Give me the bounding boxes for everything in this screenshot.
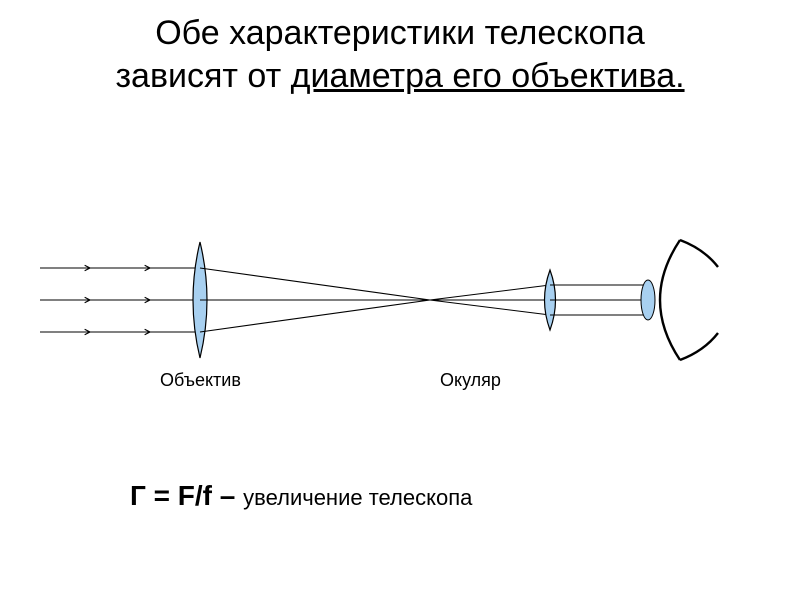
formula-symbol: Г	[130, 480, 146, 511]
optics-diagram: Объектив Окуляр	[0, 200, 800, 400]
magnification-formula: Г = F/f – увеличение телескопа	[130, 480, 472, 512]
objective-label: Объектив	[160, 370, 241, 391]
optics-svg	[0, 200, 800, 400]
slide-title: Обе характеристики телескопа зависят от …	[0, 12, 800, 97]
title-line1: Обе характеристики телескопа	[155, 14, 645, 52]
title-line2-underlined: диаметра его объектива.	[291, 57, 685, 95]
formula-equals: =	[146, 480, 178, 511]
eyepiece-label: Окуляр	[440, 370, 501, 391]
formula-expr: F/f	[178, 480, 212, 511]
slide: Обе характеристики телескопа зависят от …	[0, 0, 800, 600]
formula-dash: –	[212, 480, 243, 511]
formula-desc: увеличение телескопа	[243, 485, 472, 510]
title-line2-plain: зависят от	[115, 57, 290, 95]
